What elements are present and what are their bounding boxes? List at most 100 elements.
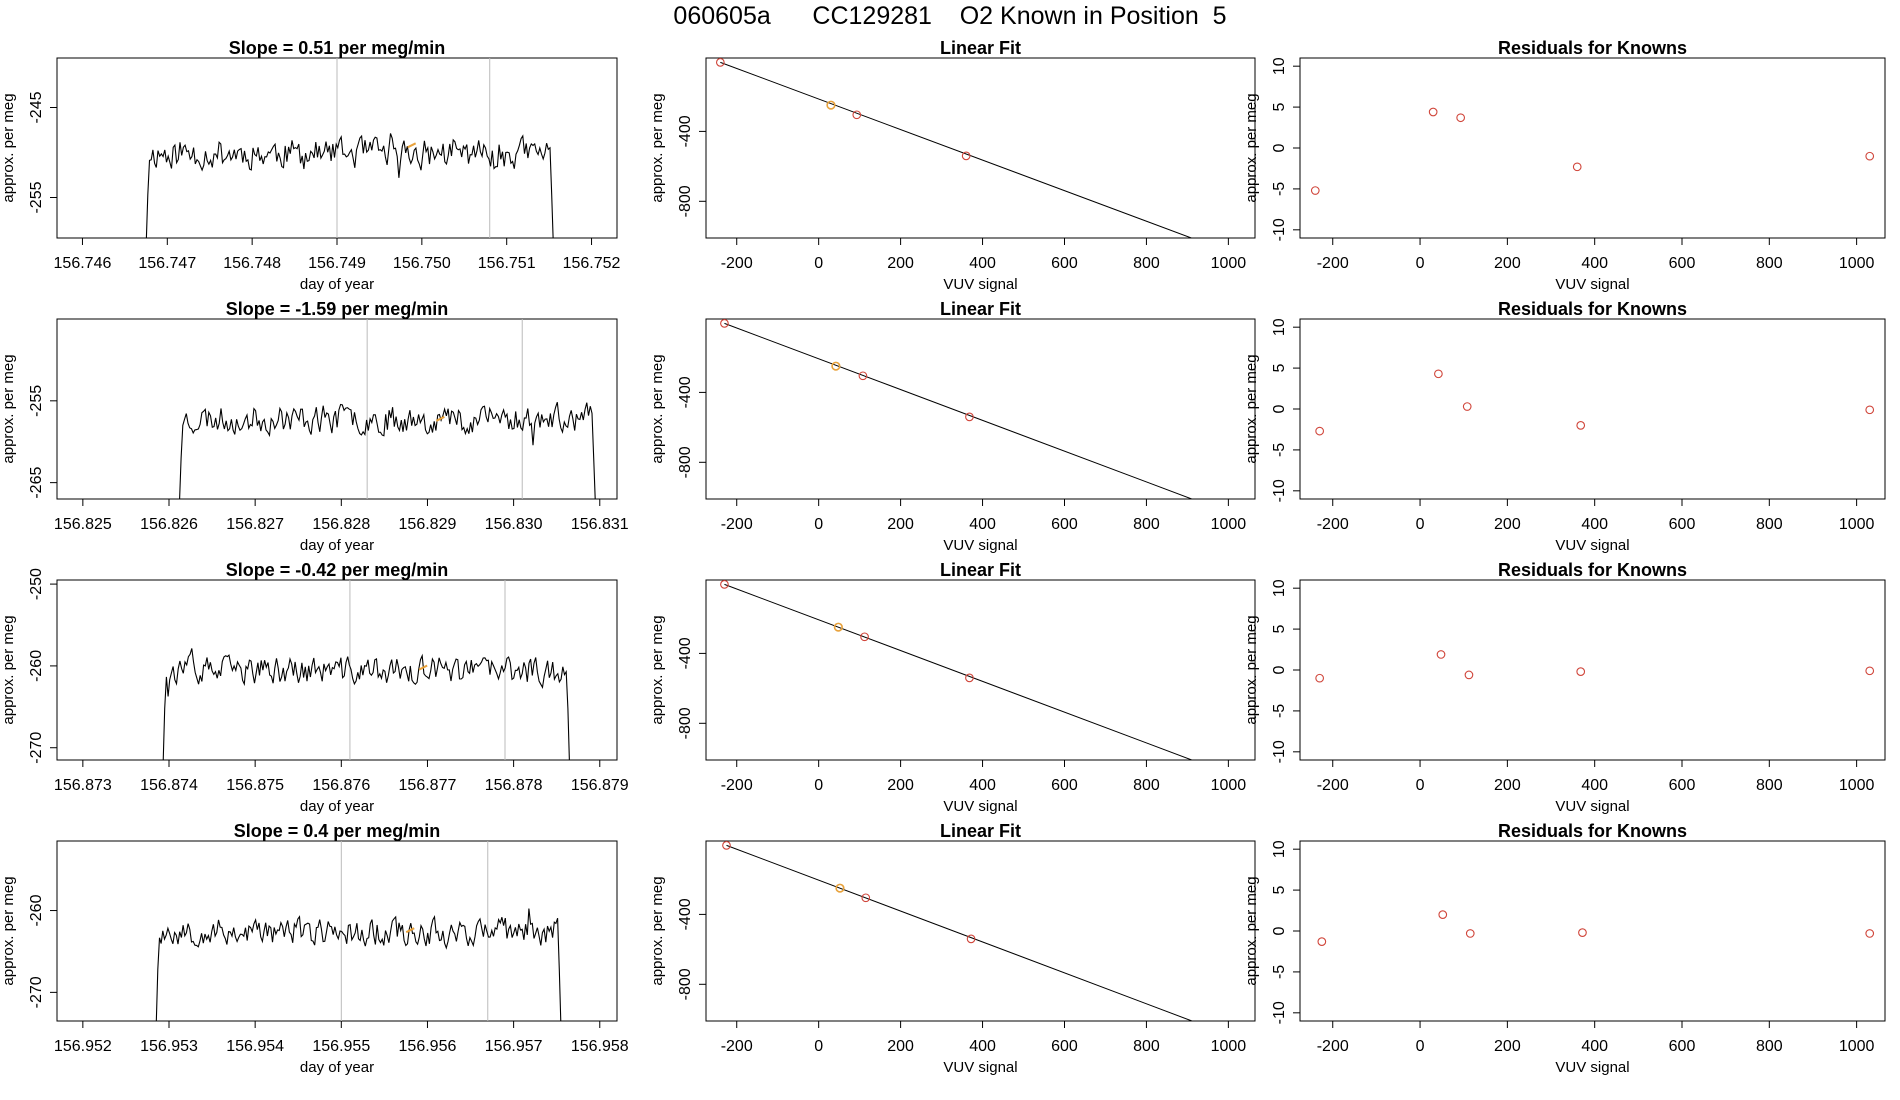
plot-frame [705,579,1256,761]
highlight-mark [435,415,445,422]
x-tick-label: 156.828 [312,516,370,533]
y-tick-label: -800 [677,185,694,217]
x-tick-label: 156.952 [54,1038,112,1055]
y-tick-label: -400 [677,898,694,930]
x-tick-label: 0 [1416,1038,1425,1055]
fit-line [726,844,1194,1021]
x-tick-label: 156.746 [54,255,112,272]
x-tick-label: 1000 [1839,255,1875,272]
highlight-mark [405,927,415,934]
x-tick-label: 800 [1133,1038,1160,1055]
x-axis-label: VUV signal [943,798,1017,815]
y-tick-label: -5 [1271,965,1288,979]
known-point [1310,186,1320,195]
x-axis-label: VUV signal [943,276,1017,293]
x-tick-label: 600 [1051,516,1078,533]
x-tick-label: 600 [1051,777,1078,794]
plot-frame [705,57,1256,239]
x-axis-label: VUV signal [1555,798,1629,815]
x-tick-label: 0 [1416,516,1425,533]
x-tick-label: -200 [1317,1038,1349,1055]
y-tick-label: 5 [1271,625,1288,634]
plot-frame [56,840,618,1022]
known-point [861,893,871,903]
known-point [965,412,974,422]
x-tick-label: 0 [1416,777,1425,794]
x-tick-label: 800 [1756,255,1783,272]
x-tick-label: 156.876 [312,777,370,794]
figure-title: 060605a CC129281 O2 Known in Position 5 [673,2,1227,30]
plot-frame [1299,57,1886,239]
y-tick-label: -250 [28,568,45,600]
y-tick-label: -5 [1271,443,1288,457]
panel-title: Residuals for Knowns [1498,560,1687,580]
panel-title: Slope = -1.59 per meg/min [226,299,449,319]
x-tick-label: 156.874 [140,777,198,794]
y-tick-label: -270 [28,732,45,764]
x-axis-label: day of year [300,1059,374,1076]
x-tick-label: 600 [1669,255,1696,272]
y-axis-label: approx. per meg [649,615,666,724]
data-layer [162,580,570,760]
data-layer [720,319,1194,499]
x-tick-label: 600 [1051,1038,1078,1055]
known-point [1315,673,1324,683]
x-tick-label: 156.953 [140,1038,198,1055]
y-tick-label: -265 [28,467,45,499]
known-point [1465,929,1475,938]
panel-title: Linear Fit [940,560,1021,580]
y-axis-label: approx. per meg [0,354,17,463]
y-tick-label: -10 [1271,740,1288,763]
x-tick-label: 1000 [1839,1038,1875,1055]
x-tick-label: 400 [1581,516,1608,533]
data-layer [720,580,1194,760]
x-tick-label: 0 [814,777,823,794]
x-tick-label: 200 [1494,777,1521,794]
panel-title: Linear Fit [940,299,1021,319]
x-tick-label: 156.879 [571,777,629,794]
y-tick-label: 10 [1271,318,1288,336]
x-tick-label: 156.825 [54,516,112,533]
panel-title: Slope = -0.42 per meg/min [226,560,449,580]
x-tick-label: 156.958 [571,1038,629,1055]
y-tick-label: -5 [1271,182,1288,196]
y-tick-label: -10 [1271,218,1288,241]
x-tick-label: 1000 [1839,777,1875,794]
y-tick-label: -10 [1271,479,1288,502]
x-axis-label: day of year [300,276,374,293]
data-layer [1315,650,1875,683]
plot-frame [1299,318,1886,500]
x-tick-label: 156.829 [399,516,457,533]
x-tick-label: 200 [887,1038,914,1055]
x-tick-label: 600 [1669,1038,1696,1055]
y-tick-label: -255 [28,385,45,417]
x-tick-label: 200 [1494,516,1521,533]
y-tick-label: -270 [28,976,45,1008]
panel-title: Residuals for Knowns [1498,38,1687,58]
known-point [966,934,976,944]
panel-title: Linear Fit [940,38,1021,58]
plot-frame [56,579,618,761]
x-tick-label: 0 [814,1038,823,1055]
y-tick-label: 5 [1271,886,1288,895]
x-tick-label: 600 [1669,516,1696,533]
x-axis-label: day of year [300,537,374,554]
x-tick-label: 600 [1669,777,1696,794]
x-tick-label: 400 [969,777,996,794]
y-tick-label: -400 [677,115,694,147]
x-tick-label: 156.749 [308,255,366,272]
known-point [1464,670,1474,680]
y-tick-label: -800 [677,968,694,1000]
data-layer [145,58,554,238]
signal-line [162,648,570,760]
x-tick-label: 600 [1051,255,1078,272]
plot-frame [705,840,1256,1022]
x-tick-label: -200 [721,777,753,794]
x-tick-label: -200 [1317,777,1349,794]
y-tick-label: 0 [1271,143,1288,152]
y-axis-label: approx. per meg [649,354,666,463]
known-point [858,371,868,381]
plot-frame [705,318,1256,500]
x-tick-label: 800 [1133,777,1160,794]
highlight-mark [407,142,417,149]
